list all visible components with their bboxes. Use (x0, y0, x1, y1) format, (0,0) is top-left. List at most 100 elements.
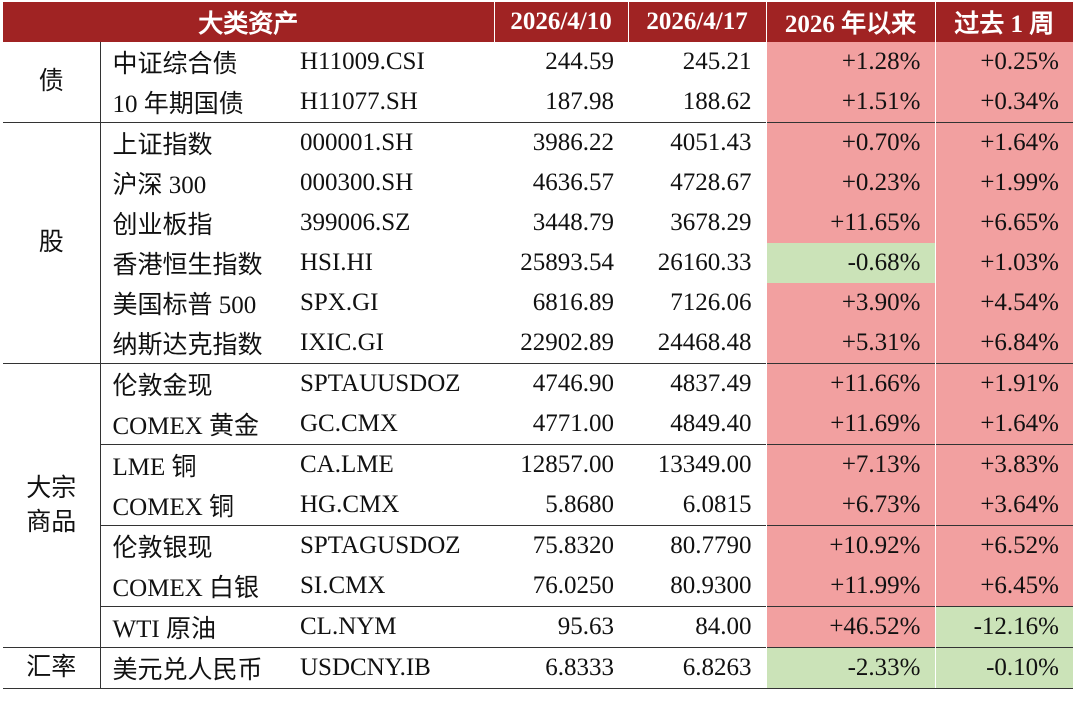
value-date-1: 12857.00 (494, 444, 629, 485)
table-row: 创业板指 399006.SZ 3448.79 3678.29 +11.65% +… (3, 203, 1074, 243)
value-date-1: 6.8333 (494, 647, 629, 689)
ytd-change: +11.99% (765, 566, 936, 607)
ytd-change: +1.51% (765, 82, 936, 123)
asset-name: 中证综合债 (112, 51, 238, 78)
week-change: +1.91% (934, 363, 1074, 404)
asset-code: 399006.SZ (300, 209, 411, 236)
header-date-2: 2026/4/17 (627, 2, 767, 42)
table-row: 债 中证综合债 H11009.CSI 244.59 245.21 +1.28% … (3, 42, 1074, 123)
asset-code: CL.NYM (288, 606, 495, 648)
week-change: +1.64% (934, 122, 1074, 163)
week-change: +6.84% (934, 323, 1074, 364)
value-date-2: 4051.43 (628, 122, 767, 163)
group-label-fx: 汇率 (3, 647, 101, 689)
week-change: +3.64% (934, 485, 1074, 526)
week-change: +4.54% (934, 283, 1074, 323)
table-row: 沪深 300 000300.SH 4636.57 4728.67 +0.23% … (3, 163, 1074, 203)
asset-name: 伦敦银现 (100, 525, 288, 566)
value-date-2: 4728.67 (670, 169, 752, 196)
asset-code: 000300.SH (300, 169, 414, 196)
asset-name: 10 年期国债 (112, 91, 244, 118)
asset-code: SI.CMX (300, 572, 386, 599)
value-date-1: 22902.89 (520, 329, 615, 356)
ytd-change: +7.13% (765, 444, 936, 485)
value-date-2: 80.9300 (670, 572, 752, 599)
table-row: 伦敦银现 SPTAGUSDOZ 75.8320 80.7790 +10.92% … (3, 525, 1074, 566)
value-date-1: 3448.79 (532, 209, 615, 236)
table-row: LME 铜 CA.LME 12857.00 13349.00 +7.13% +3… (3, 444, 1074, 485)
ytd-change: +11.65% (765, 203, 936, 243)
ytd-change: +11.69% (765, 404, 936, 445)
table-header-row: 大类资产 2026/4/10 2026/4/17 2026 年以来 过去 1 周 (3, 2, 1074, 42)
week-change: +3.83% (934, 444, 1074, 485)
value-date-2: 24468.48 (657, 329, 752, 356)
value-date-1: 4771.00 (532, 410, 615, 437)
group-label-commodity-line1: 大宗 (26, 474, 77, 502)
week-change: +0.25% (934, 42, 1074, 82)
week-change: -0.10% (934, 647, 1074, 689)
value-date-2: 4849.40 (670, 410, 752, 437)
value-date-2: 84.00 (628, 606, 767, 648)
asset-code: HSI.HI (300, 249, 373, 276)
asset-code: SPTAGUSDOZ (288, 525, 495, 566)
value-date-1: 95.63 (494, 606, 629, 648)
asset-code: 000001.SH (288, 122, 495, 163)
table-row: 美国标普 500 SPX.GI 6816.89 7126.06 +3.90% +… (3, 283, 1074, 323)
asset-name: COMEX 黄金 (112, 413, 260, 440)
asset-name: 纳斯达克指数 (112, 332, 263, 359)
value-date-2: 4837.49 (628, 363, 767, 404)
value-date-1: 25893.54 (520, 249, 615, 276)
asset-name: 美元兑人民币 (100, 647, 288, 689)
asset-performance-table: 大类资产 2026/4/10 2026/4/17 2026 年以来 过去 1 周… (3, 2, 1074, 689)
table-row: 纳斯达克指数 IXIC.GI 22902.89 24468.48 +5.31% … (3, 323, 1074, 364)
asset-code: H11009.CSI (300, 48, 425, 75)
week-change: +6.45% (934, 566, 1074, 607)
value-date-2: 188.62 (682, 88, 752, 115)
value-date-1: 244.59 (545, 48, 615, 75)
value-date-1: 76.0250 (532, 572, 615, 599)
asset-name: WTI 原油 (100, 606, 288, 648)
table-row: COMEX 黄金 GC.CMX 4771.00 4849.40 +11.69% … (3, 404, 1074, 445)
asset-code: USDCNY.IB (288, 647, 495, 689)
table-row: WTI 原油 CL.NYM 95.63 84.00 +46.52% -12.16… (3, 606, 1074, 648)
ytd-change: +11.66% (765, 363, 936, 404)
table-row: 汇率 美元兑人民币 USDCNY.IB 6.8333 6.8263 -2.33%… (3, 647, 1074, 689)
week-change: +0.34% (934, 82, 1074, 123)
header-ytd: 2026 年以来 (765, 2, 936, 42)
week-change: +1.03% (934, 243, 1074, 283)
asset-name: 香港恒生指数 (112, 252, 263, 279)
ytd-change: +6.73% (765, 485, 936, 526)
value-date-2: 26160.33 (657, 249, 752, 276)
asset-name: 美国标普 500 (112, 292, 257, 319)
header-date-1: 2026/4/10 (493, 2, 629, 42)
week-change: +1.99% (934, 163, 1074, 203)
asset-name: LME 铜 (100, 444, 288, 485)
week-change: +6.52% (934, 525, 1074, 566)
value-date-2: 80.7790 (628, 525, 767, 566)
asset-code: IXIC.GI (300, 329, 385, 356)
asset-code: CA.LME (288, 444, 495, 485)
asset-name: COMEX 白银 (112, 575, 260, 602)
value-date-1: 75.8320 (494, 525, 629, 566)
value-date-2: 3678.29 (670, 209, 752, 236)
value-date-2: 6.0815 (682, 491, 752, 518)
asset-name: 创业板指 (112, 212, 213, 239)
table-row: 10 年期国债 H11077.SH 187.98 188.62 +1.51% +… (3, 82, 1074, 123)
table-row: COMEX 铜 HG.CMX 5.8680 6.0815 +6.73% +3.6… (3, 485, 1074, 526)
value-date-1: 187.98 (545, 88, 615, 115)
asset-code: SPTAUUSDOZ (288, 363, 495, 404)
table-row: 股 上证指数 000001.SH 3986.22 4051.43 +0.70% … (3, 122, 1074, 364)
ytd-change: +5.31% (765, 323, 936, 364)
table-row: 香港恒生指数 HSI.HI 25893.54 26160.33 -0.68% +… (3, 243, 1074, 283)
asset-code: HG.CMX (300, 491, 400, 518)
asset-name: 沪深 300 (112, 172, 207, 199)
table-row: 大宗 商品 伦敦金现 SPTAUUSDOZ 4746.90 4837.49 +1… (3, 363, 1074, 648)
value-date-1: 4746.90 (494, 363, 629, 404)
ytd-change: +0.23% (765, 163, 936, 203)
asset-name: 伦敦金现 (100, 363, 288, 404)
value-date-1: 6816.89 (532, 289, 615, 316)
group-label-bond: 债 (3, 42, 101, 123)
group-label-commodity-line2: 商品 (26, 508, 77, 536)
ytd-change: +3.90% (765, 283, 936, 323)
value-date-1: 4636.57 (532, 169, 615, 196)
